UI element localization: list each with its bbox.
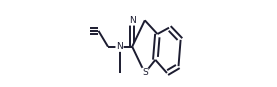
- Text: N: N: [129, 16, 135, 25]
- Text: S: S: [142, 68, 148, 78]
- Text: N: N: [116, 42, 123, 51]
